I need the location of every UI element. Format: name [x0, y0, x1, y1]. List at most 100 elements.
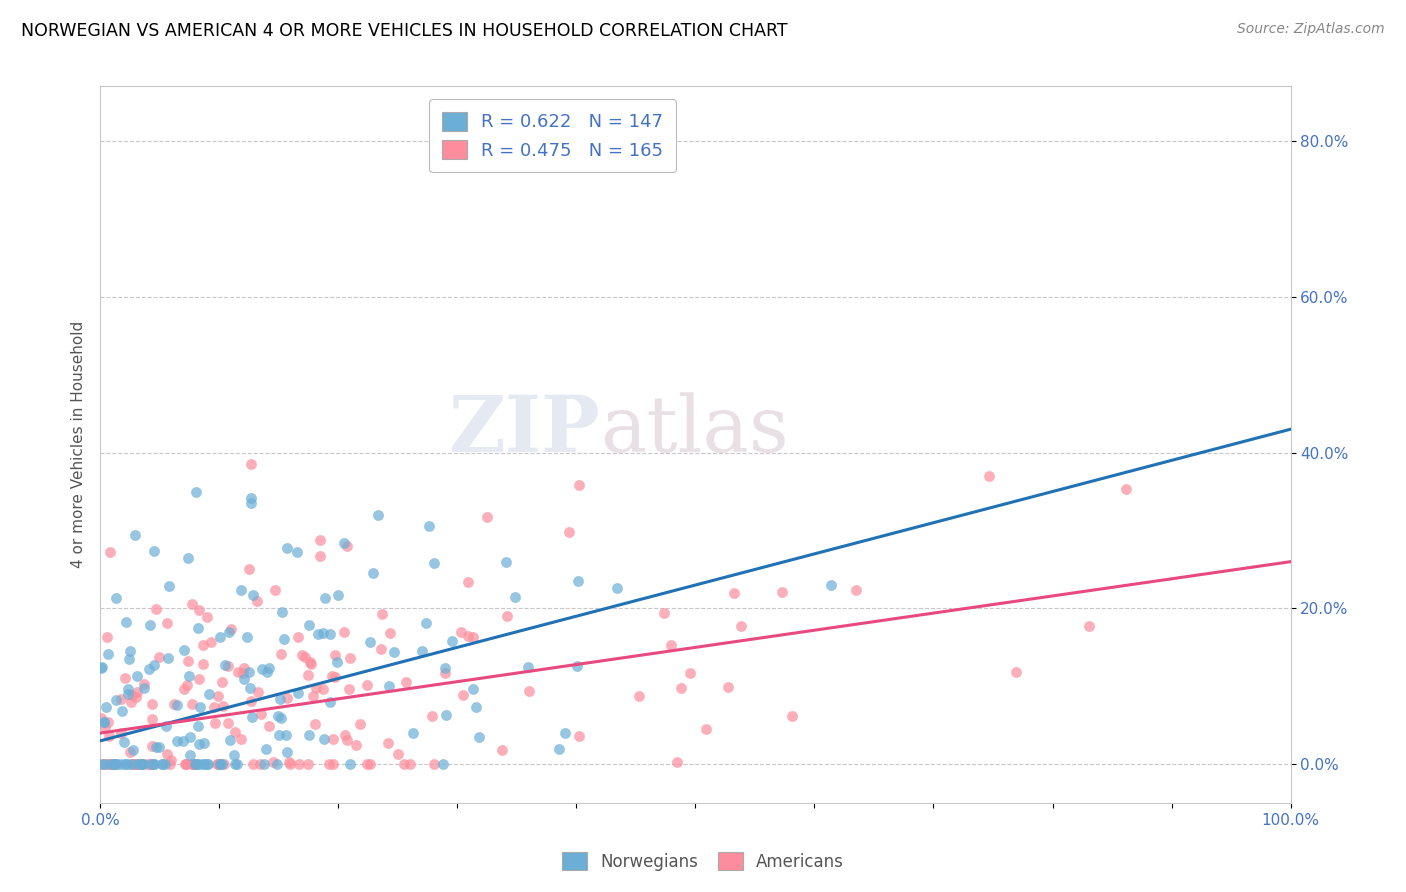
Point [103, 757, 125, 772]
Point [298, 618, 321, 632]
Point [138, 662, 160, 676]
Point [402, 726, 425, 740]
Point [163, 697, 186, 711]
Point [233, 661, 256, 675]
Point [90, 661, 112, 675]
Point [679, 665, 702, 680]
Point [278, 755, 301, 769]
Point [125, 690, 148, 704]
Point [259, 661, 281, 675]
Point [93, 714, 115, 729]
Point [250, 707, 273, 722]
Point [207, 690, 229, 704]
Point [117, 687, 139, 701]
Point [240, 491, 263, 505]
Point [356, 678, 378, 692]
Point [239, 681, 262, 695]
Point [287, 757, 309, 772]
Point [121, 688, 143, 702]
Point [93, 715, 115, 730]
Point [125, 669, 148, 683]
Point [371, 607, 394, 622]
Point [91, 659, 114, 673]
Point [143, 544, 166, 558]
Point [285, 545, 308, 559]
Point [323, 648, 346, 662]
Point [160, 753, 183, 767]
Point [97, 648, 120, 662]
Point [457, 574, 479, 589]
Point [450, 624, 472, 639]
Point [305, 681, 328, 695]
Point [394, 674, 416, 689]
Point [114, 671, 136, 685]
Point [98, 757, 121, 772]
Point [226, 665, 249, 680]
Point [152, 757, 174, 772]
Point [191, 757, 214, 772]
Point [211, 674, 233, 689]
Point [434, 661, 457, 675]
Point [141, 757, 163, 772]
Point [224, 757, 246, 772]
Legend: Norwegians, Americans: Norwegians, Americans [554, 844, 852, 880]
Point [554, 726, 576, 740]
Point [333, 536, 356, 550]
Point [103, 757, 125, 772]
Point [298, 728, 321, 742]
Point [202, 699, 225, 714]
Point [139, 757, 162, 772]
Point [131, 757, 153, 772]
Point [132, 681, 155, 696]
Point [145, 739, 167, 754]
Point [181, 757, 204, 772]
Point [457, 629, 479, 643]
Point [567, 574, 589, 588]
Point [110, 692, 132, 706]
Point [232, 666, 254, 681]
Point [217, 715, 239, 730]
Point [349, 716, 371, 731]
Point [121, 742, 143, 756]
Point [468, 730, 491, 744]
Point [103, 757, 125, 772]
Point [1115, 483, 1137, 497]
Point [101, 757, 124, 772]
Point [110, 725, 132, 739]
Point [336, 540, 359, 554]
Point [136, 757, 159, 772]
Point [278, 757, 301, 772]
Point [97, 729, 120, 743]
Point [256, 665, 278, 679]
Point [441, 633, 464, 648]
Point [98, 757, 121, 772]
Point [159, 757, 181, 772]
Point [465, 700, 488, 714]
Point [141, 712, 163, 726]
Point [181, 697, 204, 711]
Point [214, 657, 236, 672]
Point [232, 672, 254, 686]
Point [97, 714, 120, 729]
Point [359, 634, 381, 648]
Point [118, 745, 141, 759]
Point [730, 619, 752, 633]
Point [141, 757, 163, 772]
Point [240, 457, 263, 471]
Point [238, 665, 260, 679]
Point [287, 630, 309, 644]
Point [319, 695, 342, 709]
Point [1078, 619, 1101, 633]
Point [270, 711, 292, 725]
Point [208, 630, 231, 644]
Point [780, 708, 803, 723]
Text: Source: ZipAtlas.com: Source: ZipAtlas.com [1237, 22, 1385, 37]
Point [153, 757, 176, 772]
Point [187, 757, 209, 772]
Point [820, 578, 842, 592]
Point [242, 757, 264, 772]
Point [333, 728, 356, 742]
Point [157, 579, 180, 593]
Point [143, 757, 166, 772]
Point [132, 757, 155, 772]
